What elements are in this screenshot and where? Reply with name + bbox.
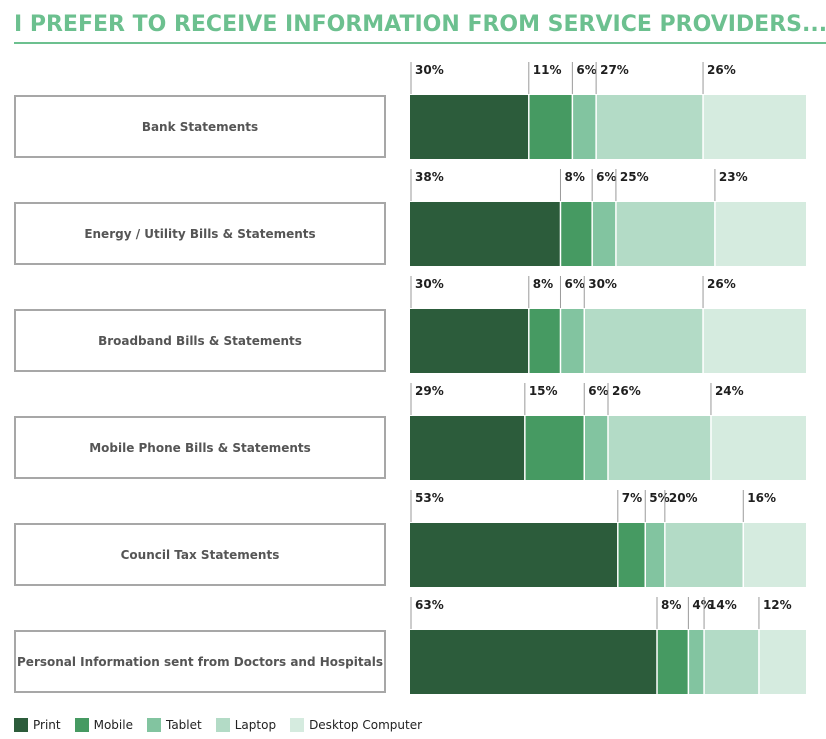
data-label: 4% <box>692 598 712 612</box>
bar-segment <box>410 202 561 266</box>
legend-label: Print <box>33 718 61 732</box>
bar-segment <box>572 95 597 159</box>
bar-segment <box>592 202 616 266</box>
legend-label: Laptop <box>234 718 277 732</box>
bar-segment <box>710 416 806 480</box>
bar-segment <box>584 309 704 373</box>
legend-item: Desktop Computer <box>290 718 422 732</box>
bar-segment <box>617 523 646 587</box>
bar-segment <box>758 630 806 694</box>
data-label: 16% <box>747 491 776 505</box>
data-label: 14% <box>708 598 737 612</box>
bar-segment <box>608 416 711 480</box>
data-label: 6% <box>576 63 596 77</box>
bar-segment <box>664 523 744 587</box>
bar-segment <box>703 309 806 373</box>
chart-title: I PREFER TO RECEIVE INFORMATION FROM SER… <box>14 12 826 37</box>
bar-segment <box>528 95 573 159</box>
bar-segment <box>560 309 585 373</box>
bar-segment <box>703 95 806 159</box>
legend-swatch <box>215 718 230 732</box>
bar-segment <box>596 95 704 159</box>
data-label: 5% <box>649 491 669 505</box>
bar-segment <box>704 630 759 694</box>
data-label: 25% <box>620 170 649 184</box>
legend-swatch <box>146 718 161 732</box>
bar-segment <box>528 309 561 373</box>
data-label: 29% <box>415 384 444 398</box>
data-label: 24% <box>715 384 744 398</box>
data-label: 6% <box>596 170 616 184</box>
bar-segment <box>560 202 593 266</box>
legend-label: Desktop Computer <box>309 718 423 732</box>
data-label: 20% <box>669 491 698 505</box>
title-underline <box>14 42 826 44</box>
legend-swatch <box>14 718 28 732</box>
legend-item: Print <box>14 718 61 732</box>
data-label: 11% <box>533 63 562 77</box>
data-label: 6% <box>588 384 608 398</box>
data-label: 23% <box>719 170 748 184</box>
category-label: Bank Statements <box>14 95 386 158</box>
data-label: 30% <box>588 277 617 291</box>
bar-segment <box>743 523 806 587</box>
data-label: 53% <box>415 491 444 505</box>
data-label: 15% <box>529 384 558 398</box>
legend: Print Mobile Tablet Laptop Desktop Computer <box>14 717 436 733</box>
bar-segment <box>688 630 705 694</box>
bar-segment <box>645 523 665 587</box>
bar-segment <box>410 523 618 587</box>
bar-segment <box>584 416 608 480</box>
data-label: 63% <box>415 598 444 612</box>
legend-label: Tablet <box>165 718 202 732</box>
data-label: 30% <box>415 63 444 77</box>
bar-segment <box>410 309 529 373</box>
data-label: 8% <box>661 598 681 612</box>
bar-segment <box>410 416 525 480</box>
category-label: Council Tax Statements <box>14 523 386 586</box>
data-label: 6% <box>564 277 584 291</box>
bar-segment <box>615 202 715 266</box>
bar-segment <box>524 416 585 480</box>
data-label: 12% <box>763 598 792 612</box>
legend-item: Mobile <box>74 718 133 732</box>
data-label: 8% <box>533 277 553 291</box>
legend-item: Tablet <box>146 718 202 732</box>
data-label: 30% <box>415 277 444 291</box>
bar-segment <box>714 202 806 266</box>
bar-segment <box>657 630 689 694</box>
legend-swatch <box>74 718 89 732</box>
bar-segment <box>410 630 658 694</box>
category-label: Mobile Phone Bills & Statements <box>14 416 386 479</box>
data-label: 26% <box>612 384 641 398</box>
data-label: 38% <box>415 170 444 184</box>
legend-item: Laptop <box>215 718 277 732</box>
data-label: 26% <box>707 277 736 291</box>
category-label: Personal Information sent from Doctors a… <box>14 630 386 693</box>
category-label: Energy / Utility Bills & Statements <box>14 202 386 265</box>
data-label: 7% <box>622 491 642 505</box>
category-label: Broadband Bills & Statements <box>14 309 386 372</box>
bar-segment <box>410 95 529 159</box>
legend-label: Mobile <box>93 718 133 732</box>
data-label: 26% <box>707 63 736 77</box>
data-label: 8% <box>564 170 584 184</box>
legend-swatch <box>290 718 305 732</box>
data-label: 27% <box>600 63 629 77</box>
